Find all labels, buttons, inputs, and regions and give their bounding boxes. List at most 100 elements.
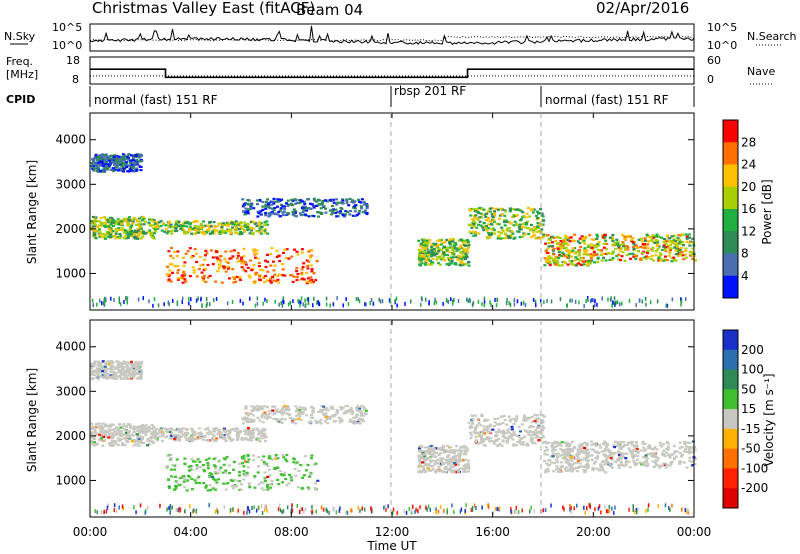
heatmap-cell bbox=[355, 413, 359, 417]
heatmap-cell bbox=[395, 296, 398, 301]
heatmap-cell bbox=[517, 425, 521, 428]
heatmap-cell bbox=[100, 433, 104, 436]
heatmap-cell bbox=[597, 244, 601, 247]
heatmap-cell bbox=[563, 448, 567, 451]
heatmap-cell bbox=[182, 480, 186, 483]
heatmap-cell bbox=[642, 250, 646, 253]
heatmap-cell bbox=[91, 377, 95, 380]
heatmap-cell bbox=[575, 466, 578, 470]
velocity-heatmap-cells bbox=[90, 360, 697, 515]
heatmap-cell bbox=[608, 454, 612, 457]
heatmap-cell bbox=[158, 431, 162, 434]
heatmap-cell bbox=[266, 205, 270, 209]
heatmap-cell bbox=[256, 203, 259, 206]
heatmap-cell bbox=[151, 220, 154, 223]
heatmap-cell bbox=[294, 418, 298, 421]
heatmap-cell bbox=[309, 276, 313, 279]
heatmap-cell bbox=[283, 205, 286, 208]
heatmap-cell bbox=[623, 237, 627, 241]
heatmap-cell bbox=[680, 302, 682, 307]
heatmap-cell bbox=[453, 298, 455, 303]
heatmap-cell bbox=[126, 236, 130, 239]
heatmap-cell bbox=[619, 460, 623, 463]
heatmap-cell bbox=[280, 413, 284, 416]
heatmap-cell bbox=[388, 298, 391, 303]
heatmap-cell bbox=[190, 434, 194, 437]
heatmap-cell bbox=[548, 263, 552, 267]
heatmap-cell bbox=[419, 248, 423, 251]
heatmap-cell bbox=[477, 433, 481, 436]
heatmap-cell bbox=[171, 226, 175, 229]
heatmap-cell bbox=[130, 224, 134, 227]
heatmap-cell bbox=[584, 464, 588, 467]
heatmap-cell bbox=[500, 226, 504, 229]
heatmap-cell bbox=[212, 228, 216, 231]
heatmap-cell bbox=[688, 459, 692, 462]
heatmap-cell bbox=[358, 209, 362, 213]
heatmap-cell bbox=[300, 268, 304, 271]
heatmap-cell bbox=[487, 223, 491, 226]
heatmap-cell bbox=[665, 246, 669, 249]
heatmap-cell bbox=[445, 263, 449, 266]
heatmap-cell bbox=[138, 431, 142, 434]
heatmap-cell bbox=[560, 244, 564, 247]
heatmap-cell bbox=[585, 299, 587, 304]
heatmap-cell bbox=[557, 251, 561, 254]
heatmap-cell bbox=[241, 259, 245, 262]
heatmap-cell bbox=[111, 444, 114, 447]
heatmap-cell bbox=[546, 261, 550, 264]
heatmap-cell bbox=[423, 446, 427, 449]
heatmap-cell bbox=[566, 254, 570, 257]
heatmap-cell bbox=[495, 303, 498, 308]
heatmap-cell bbox=[299, 300, 302, 305]
heatmap-cell bbox=[273, 206, 277, 210]
heatmap-cell bbox=[124, 431, 128, 434]
heatmap-cell bbox=[489, 428, 493, 431]
heatmap-cell bbox=[221, 230, 225, 233]
heatmap-cell bbox=[610, 466, 614, 469]
heatmap-cell bbox=[95, 155, 99, 159]
heatmap-cell bbox=[561, 465, 564, 468]
heatmap-cell bbox=[98, 228, 101, 231]
heatmap-cell bbox=[320, 405, 324, 408]
heatmap-cell bbox=[279, 503, 281, 508]
heatmap-cell bbox=[103, 163, 107, 166]
heatmap-cell bbox=[110, 428, 114, 431]
heatmap-cell bbox=[309, 256, 312, 259]
heatmap-cell bbox=[302, 474, 306, 477]
heatmap-cell bbox=[90, 427, 94, 430]
power-heatmap-cells bbox=[90, 153, 697, 308]
heatmap-cell bbox=[423, 470, 427, 474]
heatmap-cell bbox=[559, 247, 563, 250]
heatmap-cell bbox=[470, 421, 474, 424]
heatmap-cell bbox=[219, 255, 223, 258]
heatmap-cell bbox=[222, 435, 226, 438]
heatmap-cell bbox=[557, 442, 561, 445]
heatmap-cell bbox=[449, 464, 453, 467]
heatmap-cell bbox=[524, 226, 528, 229]
heatmap-cell bbox=[316, 300, 318, 305]
heatmap-cell bbox=[631, 237, 635, 240]
heatmap-cell bbox=[547, 459, 551, 462]
heatmap-cell bbox=[108, 444, 112, 447]
heatmap-cell bbox=[417, 455, 421, 458]
heatmap-cell bbox=[472, 301, 475, 306]
heatmap-cell bbox=[90, 363, 94, 366]
heatmap-cell bbox=[592, 462, 596, 465]
heatmap-cell bbox=[272, 417, 276, 420]
heatmap-cell bbox=[229, 439, 233, 442]
heatmap-cell bbox=[459, 244, 463, 247]
heatmap-cell bbox=[618, 249, 622, 252]
heatmap-cell bbox=[518, 236, 522, 239]
heatmap-cell bbox=[140, 360, 144, 363]
heatmap-cell bbox=[621, 445, 625, 448]
heatmap-cell bbox=[117, 219, 121, 222]
heatmap-cell bbox=[204, 428, 208, 431]
heatmap-cell bbox=[186, 475, 190, 478]
heatmap-cell bbox=[521, 225, 525, 228]
heatmap-cell bbox=[451, 455, 455, 458]
heatmap-cell bbox=[117, 443, 121, 446]
heatmap-cell bbox=[246, 222, 250, 225]
heatmap-cell bbox=[623, 259, 627, 262]
heatmap-cell bbox=[582, 250, 586, 253]
